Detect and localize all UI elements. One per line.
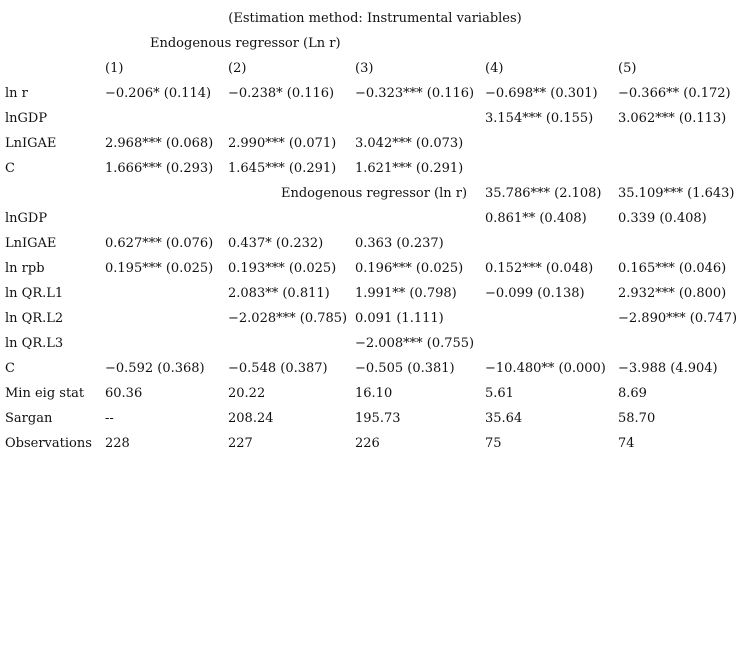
cell-value: −0.698** (0.301) <box>485 86 598 101</box>
cell-value: −2.890*** (0.747) <box>618 311 738 326</box>
column-header: (5) <box>618 61 637 76</box>
section2-row: 35.786*** (2.108) 35.109*** (1.643) Endo… <box>5 181 745 206</box>
column-header-row: (1) (2) (3) (4) (5) <box>5 56 745 81</box>
cell-value: −2.028*** (0.785) <box>228 311 348 326</box>
cell-value: 5.61 <box>485 386 514 401</box>
cell-value: 3.062*** (0.113) <box>618 111 727 126</box>
cell-value: −0.505 (0.381) <box>355 361 455 376</box>
cell-value: −2.008*** (0.755) <box>355 336 475 351</box>
table-row: C 1.666*** (0.293) 1.645*** (0.291) 1.62… <box>5 156 745 181</box>
cell-value: −0.206* (0.114) <box>105 86 212 101</box>
cell-value: 60.36 <box>105 386 143 401</box>
cell-value: 1.991** (0.798) <box>355 286 457 301</box>
cell-value: 0.195*** (0.025) <box>105 261 214 276</box>
cell-value: 208.24 <box>228 411 274 426</box>
cell-value: −3.988 (4.904) <box>618 361 718 376</box>
row-label: Observations <box>5 436 92 451</box>
cell-value: 1.621*** (0.291) <box>355 161 464 176</box>
cell-value: 35.786*** (2.108) <box>485 186 602 201</box>
table-row: lnGDP 0.861** (0.408) 0.339 (0.408) <box>5 206 745 231</box>
cell-value: −0.548 (0.387) <box>228 361 328 376</box>
row-label: lnGDP <box>5 111 48 126</box>
column-header: (1) <box>105 61 124 76</box>
cell-value: 3.042*** (0.073) <box>355 136 464 151</box>
table-row: C −0.592 (0.368) −0.548 (0.387) −0.505 (… <box>5 356 745 381</box>
cell-value: 1.666*** (0.293) <box>105 161 214 176</box>
table-row: lnGDP 3.154*** (0.155) 3.062*** (0.113) <box>5 106 745 131</box>
table-row: ln rpb 0.195*** (0.025) 0.193*** (0.025)… <box>5 256 745 281</box>
cell-value: 58.70 <box>618 411 656 426</box>
table-row: Sargan -- 208.24 195.73 35.64 58.70 <box>5 406 745 431</box>
cell-value: 2.968*** (0.068) <box>105 136 214 151</box>
cell-value: 0.339 (0.408) <box>618 211 707 226</box>
cell-value: −0.099 (0.138) <box>485 286 585 301</box>
cell-value: 0.193*** (0.025) <box>228 261 337 276</box>
cell-value: 8.69 <box>618 386 647 401</box>
cell-value: 0.861** (0.408) <box>485 211 587 226</box>
table-row: ln r −0.206* (0.114) −0.238* (0.116) −0.… <box>5 81 745 106</box>
table-row: ln QR.L1 2.083** (0.811) 1.991** (0.798)… <box>5 281 745 306</box>
cell-value: 2.990*** (0.071) <box>228 136 337 151</box>
cell-value: 35.64 <box>485 411 523 426</box>
cell-value: 2.083** (0.811) <box>228 286 330 301</box>
row-label: ln r <box>5 86 28 101</box>
cell-value: 0.627*** (0.076) <box>105 236 214 251</box>
table-row: ln QR.L2 −2.028*** (0.785) 0.091 (1.111)… <box>5 306 745 331</box>
cell-value: 0.437* (0.232) <box>228 236 324 251</box>
row-label: LnIGAE <box>5 236 57 251</box>
cell-value: 195.73 <box>355 411 401 426</box>
row-label: C <box>5 361 15 376</box>
cell-value: 0.363 (0.237) <box>355 236 444 251</box>
cell-value: −0.366** (0.172) <box>618 86 731 101</box>
table-row: Min eig stat 60.36 20.22 16.10 5.61 8.69 <box>5 381 745 406</box>
section1-header: Endogenous regressor (Ln r) <box>150 36 341 51</box>
table-title: (Estimation method: Instrumental variabl… <box>228 11 522 26</box>
cell-value: −10.480** (0.000) <box>485 361 606 376</box>
cell-value: 35.109*** (1.643) <box>618 186 735 201</box>
cell-value: 75 <box>485 436 502 451</box>
column-header: (4) <box>485 61 504 76</box>
cell-value: −0.323*** (0.116) <box>355 86 475 101</box>
cell-value: 228 <box>105 436 130 451</box>
row-label: C <box>5 161 15 176</box>
cell-value: 2.932*** (0.800) <box>618 286 727 301</box>
section2-header: Endogenous regressor (ln r) <box>281 186 468 201</box>
cell-value: 20.22 <box>228 386 266 401</box>
column-header: (2) <box>228 61 247 76</box>
table-row: LnIGAE 0.627*** (0.076) 0.437* (0.232) 0… <box>5 231 745 256</box>
row-label: Min eig stat <box>5 386 85 401</box>
cell-value: −0.238* (0.116) <box>228 86 335 101</box>
row-label: lnGDP <box>5 211 48 226</box>
row-label: ln rpb <box>5 261 45 276</box>
row-label: LnIGAE <box>5 136 57 151</box>
row-label: ln QR.L2 <box>5 311 64 326</box>
cell-value: 3.154*** (0.155) <box>485 111 594 126</box>
table-row: Observations 228 227 226 75 74 <box>5 431 745 456</box>
row-label: Sargan <box>5 411 53 426</box>
cell-value: -- <box>105 411 114 426</box>
row-label: ln QR.L1 <box>5 286 64 301</box>
cell-value: 0.196*** (0.025) <box>355 261 464 276</box>
cell-value: 0.165*** (0.046) <box>618 261 727 276</box>
cell-value: 16.10 <box>355 386 393 401</box>
table-row: ln QR.L3 −2.008*** (0.755) <box>5 331 745 356</box>
cell-value: 227 <box>228 436 253 451</box>
table-row: LnIGAE 2.968*** (0.068) 2.990*** (0.071)… <box>5 131 745 156</box>
cell-value: 0.152*** (0.048) <box>485 261 594 276</box>
cell-value: 1.645*** (0.291) <box>228 161 337 176</box>
column-header: (3) <box>355 61 374 76</box>
cell-value: 226 <box>355 436 380 451</box>
cell-value: 0.091 (1.111) <box>355 311 444 326</box>
row-label: ln QR.L3 <box>5 336 64 351</box>
cell-value: 74 <box>618 436 635 451</box>
regression-table: (Estimation method: Instrumental variabl… <box>5 6 745 456</box>
cell-value: −0.592 (0.368) <box>105 361 205 376</box>
